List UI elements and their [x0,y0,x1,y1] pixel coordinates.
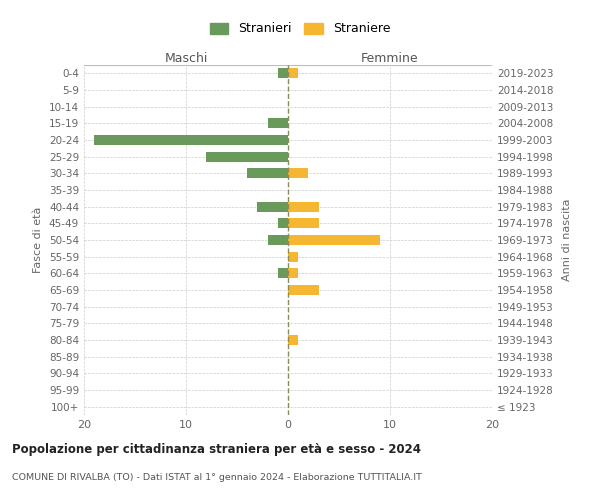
Bar [257,202,288,211]
Text: COMUNE DI RIVALBA (TO) - Dati ISTAT al 1° gennaio 2024 - Elaborazione TUTTITALIA: COMUNE DI RIVALBA (TO) - Dati ISTAT al 1… [12,472,422,482]
Bar [278,268,288,278]
Legend: Stranieri, Straniere: Stranieri, Straniere [203,16,397,42]
Bar [278,218,288,228]
Bar [268,235,288,245]
Bar [288,285,319,295]
Bar [206,152,288,162]
Text: Femmine: Femmine [361,52,419,65]
Bar [288,252,298,262]
Text: Maschi: Maschi [164,52,208,65]
Text: Popolazione per cittadinanza straniera per età e sesso - 2024: Popolazione per cittadinanza straniera p… [12,442,421,456]
Bar [247,168,288,178]
Bar [94,135,288,145]
Bar [278,68,288,78]
Y-axis label: Fasce di età: Fasce di età [34,207,43,273]
Bar [288,168,308,178]
Bar [288,235,380,245]
Bar [288,202,319,211]
Y-axis label: Anni di nascita: Anni di nascita [562,198,572,281]
Bar [288,218,319,228]
Bar [288,68,298,78]
Bar [288,335,298,345]
Bar [268,118,288,128]
Bar [288,268,298,278]
